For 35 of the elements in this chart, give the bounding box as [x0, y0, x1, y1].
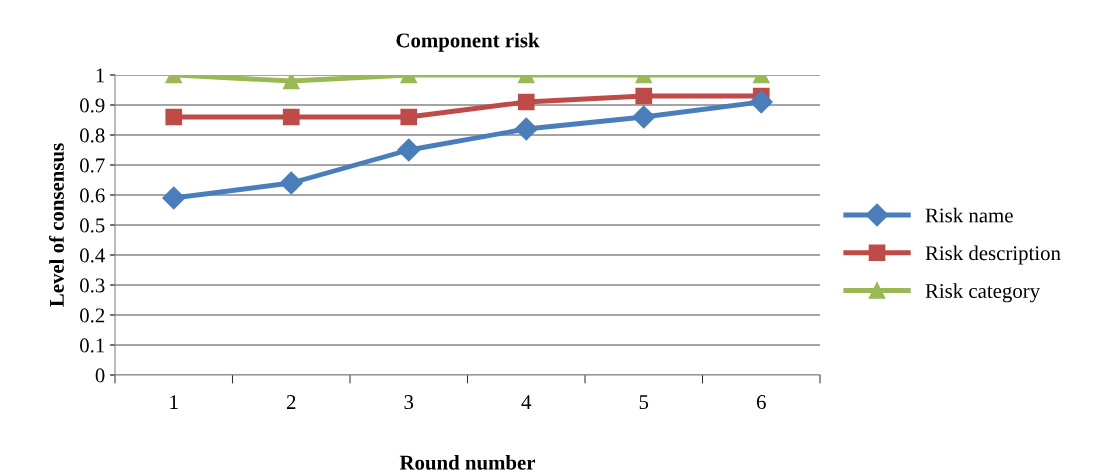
point: [279, 171, 303, 195]
point: [635, 87, 653, 105]
legend-label: Risk name: [925, 207, 1013, 223]
x-axis-title: Round number: [399, 455, 536, 470]
point: [162, 186, 186, 210]
point: [397, 138, 421, 162]
y-tick-label: 0.1: [80, 338, 105, 353]
y-tick-label: 0.7: [80, 158, 105, 173]
point: [165, 108, 183, 126]
y-tick-label: 0.4: [80, 248, 105, 263]
legend-label: Risk category: [925, 283, 1041, 303]
legend-label: Risk description: [925, 245, 1061, 265]
x-tick-label: 5: [639, 395, 649, 410]
point: [282, 108, 300, 126]
x-tick-label: 6: [756, 395, 766, 410]
x-tick-label: 2: [286, 395, 296, 409]
point: [400, 108, 418, 126]
x-tick-label: 4: [521, 395, 532, 409]
point: [282, 75, 300, 90]
x-tick-label: 3: [404, 395, 414, 410]
y-tick-label: 0.8: [80, 128, 105, 143]
point: [517, 93, 535, 111]
point: [749, 90, 773, 114]
y-tick-label: 0.3: [80, 278, 105, 293]
y-tick-label: 0.6: [80, 188, 105, 203]
point: [632, 105, 656, 129]
y-tick-label: 0.2: [80, 308, 105, 323]
y-tick-label: 0.5: [80, 218, 105, 233]
y-axis-title: Level of consensus: [49, 143, 64, 307]
chart-title: Component risk: [396, 32, 540, 52]
y-tick-label: 1: [96, 68, 105, 83]
y-tick-label: 0.9: [80, 98, 105, 113]
point: [514, 117, 538, 141]
y-tick-label: 0: [95, 368, 105, 383]
x-tick-label: 1: [170, 395, 178, 409]
